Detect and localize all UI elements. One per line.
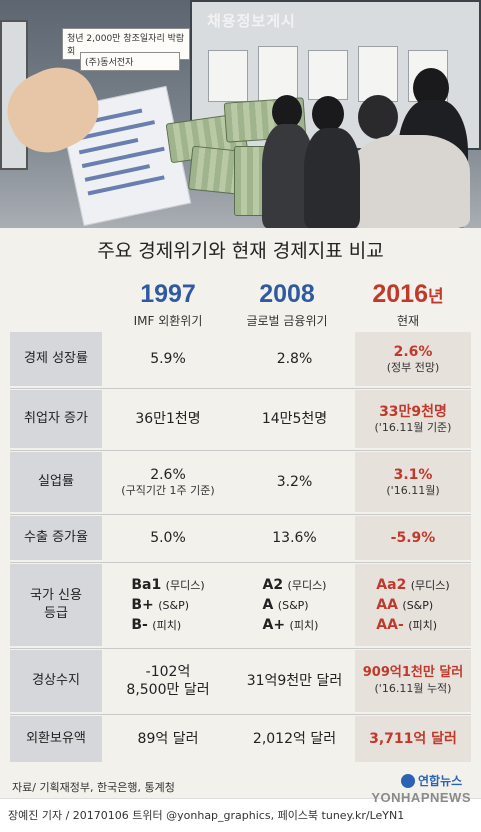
table-row: 실업률 2.6% (구직기간 1주 기준) 3.2% 3.1% ('16.11월)	[10, 452, 471, 512]
row-label: 경제 성장률	[10, 332, 102, 386]
cell-note: (정부 전망)	[386, 360, 440, 374]
rating-agency: (무디스)	[165, 578, 205, 592]
credit-line: 장예진 기자 / 20170106 트위터 @yonhap_graphics, …	[0, 798, 481, 832]
yonhap-logo: 연합뉴스	[401, 772, 462, 789]
table-cell: 3.1%	[393, 466, 433, 483]
table-cell: 2.6%	[393, 343, 433, 360]
table-cell: 14만5천명	[261, 410, 328, 427]
rating-grade: B-	[131, 617, 148, 634]
row-label: 국가 신용등급	[10, 564, 102, 646]
table-cell: 3.2%	[276, 473, 313, 490]
year-label: 2016	[372, 280, 428, 308]
table-cell: 5.0%	[150, 529, 186, 546]
rating-grade: A	[262, 596, 274, 613]
rating-agency: (S&P)	[277, 598, 309, 612]
table-cell: 2,012억 달러	[252, 730, 337, 747]
rating-agency: (피치)	[152, 619, 182, 633]
year-label: 1997	[140, 280, 196, 308]
cell-note: ('16.11월 누적)	[374, 682, 452, 696]
table-row: 외환보유액 89억 달러 2,012억 달러 3,711억 달러	[10, 716, 471, 762]
row-label: 실업률	[10, 452, 102, 512]
table-cell: 36만1천명	[135, 410, 201, 427]
rating-agency: (S&P)	[402, 598, 434, 612]
rating-agency: (무디스)	[287, 578, 327, 592]
table-cell: 31억9천만 달러	[246, 672, 343, 689]
chart-title: 주요 경제위기와 현재 경제지표 비교	[97, 240, 384, 262]
row-label: 수출 증가율	[10, 516, 102, 560]
row-label: 경상수지	[10, 650, 102, 712]
rating-grade: Aa2	[376, 576, 407, 593]
rating-grade: AA	[376, 596, 398, 613]
column-header-2008: 2008 글로벌 금융위기	[222, 280, 352, 329]
row-label: 외환보유액	[10, 716, 102, 762]
cell-note: (구직기간 1주 기준)	[121, 483, 215, 497]
table-cell: 5.9%	[150, 350, 186, 367]
table-cell: 8,500만 달러	[126, 682, 210, 698]
column-header-2016: 2016년 현재	[343, 280, 473, 329]
table-row: 경제 성장률 5.9% 2.8% 2.6% (정부 전망)	[10, 332, 471, 386]
year-label: 2008	[259, 280, 315, 308]
rating-grade: Ba1	[131, 576, 162, 593]
table-cell: 2.8%	[276, 350, 313, 367]
rating-agency: (S&P)	[158, 598, 189, 612]
column-header-1997: 1997 IMF 외환위기	[103, 280, 233, 329]
table-cell: 909억1천만 달러	[362, 665, 464, 681]
table-cell: -5.9%	[390, 529, 436, 546]
column-sublabel: 현재	[396, 314, 420, 328]
column-sublabel: 글로벌 금융위기	[246, 314, 328, 328]
rating-grade: A2	[262, 576, 284, 593]
company-sign: (주)동서전자	[80, 52, 180, 71]
table-cell: 2.6%	[150, 466, 186, 483]
table-cell: -102억	[145, 663, 191, 680]
rating-agency: (피치)	[408, 619, 438, 633]
cell-note: ('16.11월)	[386, 483, 440, 497]
table-cell: 33만9천명	[379, 403, 447, 420]
rating-agency: (피치)	[289, 619, 319, 633]
source-note: 자료/ 기획재정부, 한국은행, 통계청	[12, 781, 175, 794]
rating-grade: A+	[262, 617, 286, 634]
column-sublabel: IMF 외환위기	[133, 314, 203, 328]
cell-note: ('16.11월 기준)	[374, 420, 452, 434]
person	[304, 128, 360, 228]
table-cell: 13.6%	[272, 529, 317, 546]
header-photo: 채용정보게시 청년 2,000만 창조일자리 박람회 (주)동서전자	[0, 0, 481, 228]
logo-text: 연합뉴스	[418, 774, 463, 788]
globe-icon	[401, 773, 415, 788]
person	[350, 135, 470, 228]
rating-agency: (무디스)	[410, 578, 450, 592]
rating-grade: AA-	[376, 617, 404, 634]
watermark: YONHAPNEWS	[371, 790, 471, 805]
board-title: 채용정보게시	[207, 12, 296, 30]
rating-grade: B+	[131, 596, 154, 613]
table-row: 국가 신용등급 Ba1 (무디스) B+ (S&P) B- (피치) A2 (무…	[10, 564, 471, 646]
table-row: 취업자 증가 36만1천명 14만5천명 33만9천명 ('16.11월 기준)	[10, 390, 471, 448]
row-label: 취업자 증가	[10, 390, 102, 448]
year-suffix: 년	[427, 287, 444, 306]
table-cell: 89억 달러	[137, 730, 199, 747]
table-row: 경상수지 -102억 8,500만 달러 31억9천만 달러 909억1천만 달러…	[10, 650, 471, 712]
table-row: 수출 증가율 5.0% 13.6% -5.9%	[10, 516, 471, 560]
table-cell: 3,711억 달러	[369, 730, 457, 747]
